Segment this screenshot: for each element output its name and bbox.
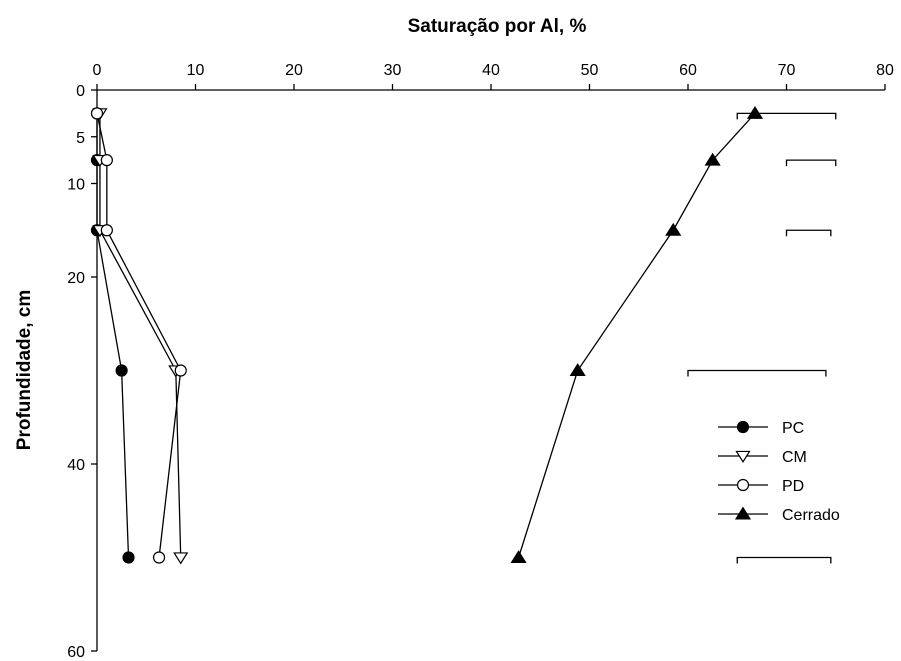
data-point-pd [174,364,187,377]
x-tick-label: 0 [93,62,102,79]
x-tick-label: 80 [876,62,894,79]
lsd-bar [785,159,837,167]
y-tick-label: 20 [67,270,85,287]
legend-marker-cm [735,450,751,463]
data-point-cerrado [510,550,527,564]
x-tick-label: 50 [581,62,599,79]
series-line-pc [96,113,130,558]
y-tick-label: 10 [67,177,85,194]
lsd-bar [687,369,827,377]
x-tick-label: 10 [187,62,205,79]
data-point-pd [100,224,113,237]
legend-marker-cerrado [734,506,752,520]
y-tick-label: 0 [76,83,85,100]
series-line-pd [96,113,182,558]
legend-marker-pd [736,478,750,492]
y-tick-label: 60 [67,644,85,661]
series-line-cm [99,113,182,558]
x-tick-label: 20 [285,62,303,79]
data-point-pd [90,107,104,120]
data-point-pc [115,364,128,377]
data-point-cerrado [746,105,764,119]
data-point-cerrado [704,152,721,166]
lsd-bar [785,229,832,237]
series-group [90,105,764,565]
legend-label-cerrado: Cerrado [782,507,840,524]
x-tick-label: 30 [384,62,402,79]
x-tick-label: 70 [778,62,796,79]
lsd-bar [736,556,832,564]
y-tick-label: 5 [76,130,85,147]
data-point-pc [122,551,135,564]
legend-marker-pc [736,420,750,434]
legend-label-pc: PC [782,420,804,437]
data-point-cerrado [665,222,682,236]
x-tick-label: 60 [679,62,697,79]
data-point-cm [173,552,189,565]
legend-label-cm: CM [782,449,807,466]
x-tick-label: 40 [482,62,500,79]
lsd-bar [736,112,837,120]
data-point-pd [152,551,166,564]
data-point-cerrado [569,363,586,376]
axes: 0 10 20 30 40 50 60 70 80 0 5 10 20 40 60 [67,62,894,661]
y-axis-title: Profundidade, cm [14,290,35,450]
lsd-bars [687,112,837,564]
data-point-pd [100,154,113,167]
series-line-cerrado [517,112,756,558]
legend: PC CM PD Cerrado [718,420,840,524]
legend-label-pd: PD [782,478,804,495]
y-tick-label: 40 [67,457,85,474]
x-axis-title: Saturação por Al, % [408,16,587,37]
